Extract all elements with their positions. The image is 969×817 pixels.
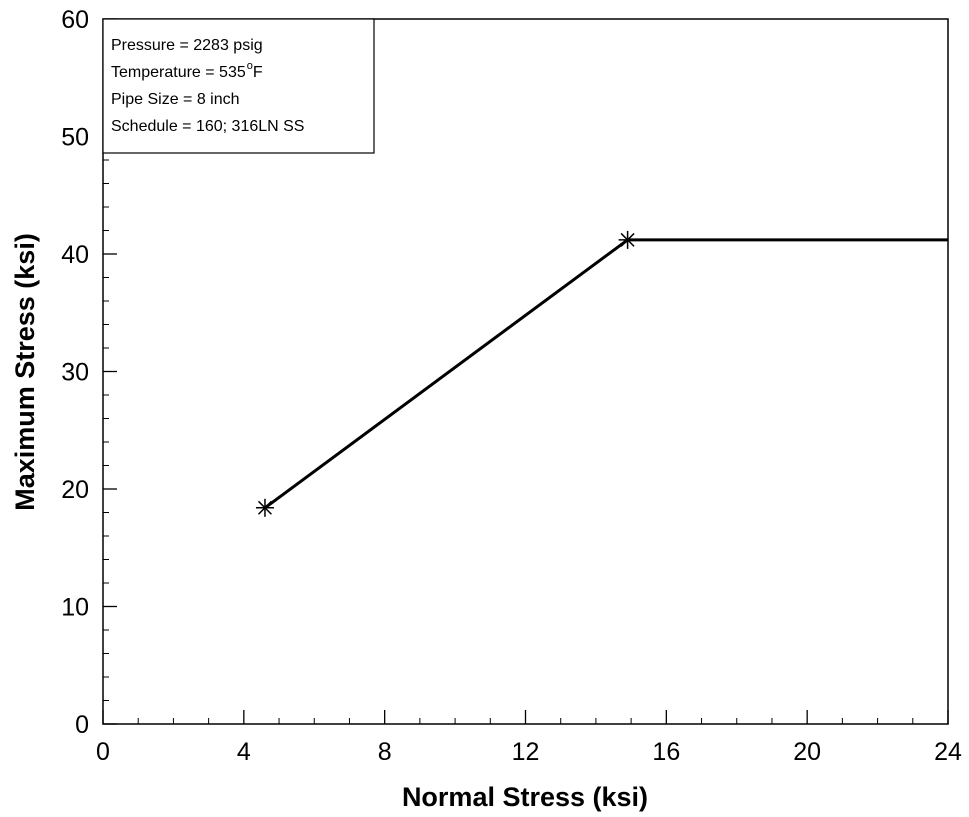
y-tick-label: 30 bbox=[61, 359, 89, 387]
y-tick-label: 50 bbox=[61, 124, 89, 152]
x-tick-label: 4 bbox=[237, 738, 251, 766]
annotation-box-border bbox=[102, 18, 375, 154]
annotation-pressure: Pressure = 2283 psig bbox=[111, 37, 263, 54]
x-tick-label: 20 bbox=[793, 738, 821, 766]
annotation-pipe-size: Pipe Size = 8 inch bbox=[111, 91, 240, 108]
y-tick-label: 60 bbox=[61, 6, 89, 34]
annotation-schedule: Schedule = 160; 316LN SS bbox=[111, 118, 304, 135]
x-tick-label: 8 bbox=[378, 738, 392, 766]
x-tick-labels: 0 4 8 12 16 20 24 bbox=[96, 738, 962, 766]
x-tick-label: 0 bbox=[96, 738, 110, 766]
marker-stroke bbox=[620, 232, 635, 247]
plot-frame bbox=[102, 18, 949, 725]
asterisk-marker bbox=[618, 230, 637, 249]
y-tick-label: 40 bbox=[61, 241, 89, 269]
x-axis-title: Normal Stress (ksi) bbox=[402, 782, 648, 812]
y-tick-label: 0 bbox=[75, 711, 89, 739]
y-tick-label: 20 bbox=[61, 476, 89, 504]
x-tick-label: 12 bbox=[512, 738, 540, 766]
series-line bbox=[264, 238, 948, 510]
y-tick-labels: 0 10 20 30 40 50 60 bbox=[61, 6, 89, 739]
x-tick-label: 24 bbox=[934, 738, 962, 766]
y-tick-label: 10 bbox=[61, 594, 89, 622]
marker-stroke bbox=[257, 500, 272, 515]
x-tick-label: 16 bbox=[652, 738, 680, 766]
annotation-box: Pressure = 2283 psig Temperature = 535oF… bbox=[102, 18, 375, 154]
annotation-temperature: Temperature = 535oF bbox=[111, 60, 263, 81]
y-axis-title: Maximum Stress (ksi) bbox=[10, 233, 40, 511]
asterisk-marker bbox=[255, 498, 274, 517]
series-layer bbox=[255, 230, 948, 517]
